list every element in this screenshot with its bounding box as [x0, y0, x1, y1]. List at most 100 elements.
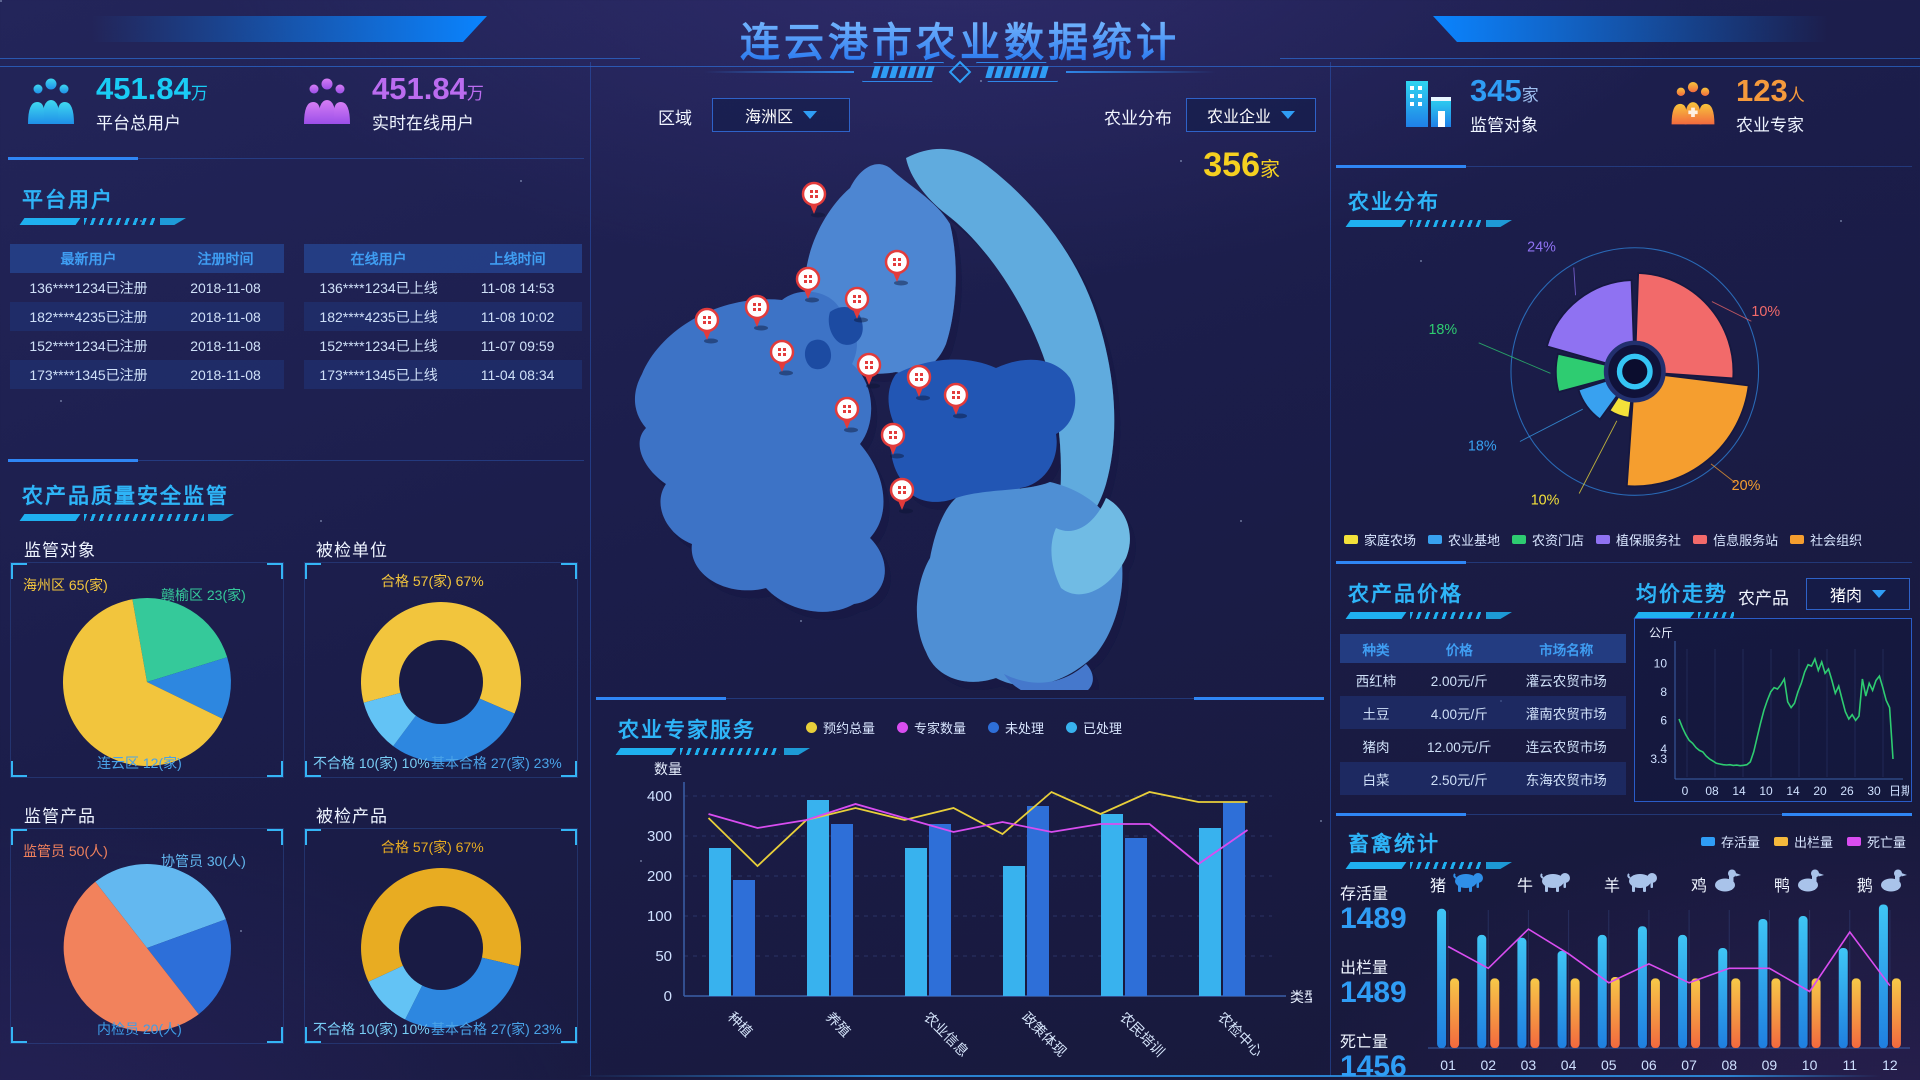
- legend-item[interactable]: 农资门店: [1512, 530, 1584, 549]
- legend-marker-icon: [1428, 535, 1443, 544]
- section-title-distribution: 农业分布: [1348, 191, 1440, 214]
- legend-item[interactable]: 死亡量: [1846, 832, 1906, 851]
- region-label: 区域: [658, 109, 692, 128]
- svg-text:12: 12: [1882, 1057, 1898, 1073]
- distribution-legend: 家庭农场 农业基地 农资门店 植保服务社 信息服务站 社会组织: [1344, 530, 1862, 549]
- trend-product-select[interactable]: 猪肉: [1806, 578, 1910, 610]
- pie-slice-label: 协管员 30(人): [161, 853, 246, 869]
- map-pin[interactable]: [856, 352, 882, 389]
- map-pin[interactable]: [744, 294, 770, 331]
- table-cell: 白菜: [1362, 772, 1390, 788]
- pie-chart: [361, 868, 522, 1029]
- chevron-down-icon: [803, 111, 817, 119]
- table-cell: 2018-11-08: [190, 308, 261, 325]
- animal-item-鸡[interactable]: 鸡: [1691, 868, 1742, 899]
- table-row: 136****1234已注册 2018-11-08: [10, 273, 284, 302]
- expert-legend: 预约总量 专家数量 未处理 已处理: [806, 718, 1122, 737]
- livestock-chart: 01 02 03 04 05 06 07 08 09 10 11 12: [1428, 904, 1910, 1073]
- legend-item[interactable]: 已处理: [1066, 718, 1122, 737]
- legend-label: 已处理: [1083, 721, 1123, 736]
- rose-pct-label: 18%: [1468, 438, 1497, 454]
- animal-item-羊[interactable]: 羊: [1604, 868, 1659, 899]
- rose-pct-label: 18%: [1428, 322, 1457, 338]
- table-cell: 在线用户: [350, 250, 407, 267]
- users-group-icon: [298, 76, 356, 131]
- animal-item-牛[interactable]: 牛: [1517, 868, 1572, 899]
- legend-marker-icon: [988, 722, 1000, 733]
- stat-total-users: 451.84万 平台总用户: [22, 71, 208, 134]
- map-pin[interactable]: [769, 339, 795, 376]
- animal-icon: [1451, 869, 1485, 898]
- legend-marker-icon: [806, 722, 817, 733]
- chart-title-inspected-product: 被检产品: [316, 807, 388, 826]
- table-cell: 12.00元/斤: [1426, 739, 1492, 755]
- map-pin[interactable]: [889, 477, 915, 514]
- map-pin[interactable]: [943, 382, 969, 419]
- header-line: [0, 66, 1920, 67]
- table-header-row: 种类 价格 市场名称: [1340, 634, 1626, 663]
- panel-separator: [590, 62, 591, 1076]
- legend-label: 出栏量: [1793, 835, 1833, 850]
- legend-item[interactable]: 农业基地: [1428, 530, 1500, 549]
- building-icon: [1402, 79, 1454, 132]
- svg-text:14: 14: [1786, 784, 1800, 798]
- divider: [596, 697, 1324, 700]
- chart-card-inspected-unit: 合格 57(家) 67% 基本合格 27(家) 23% 不合格 10(家) 10%: [304, 562, 578, 778]
- legend-item[interactable]: 信息服务站: [1693, 530, 1778, 549]
- pie-slice-label: 赣榆区 23(家): [161, 587, 246, 603]
- map-pin[interactable]: [834, 396, 860, 433]
- table-row: 白菜 2.50元/斤 东海农贸市场: [1340, 762, 1626, 795]
- svg-text:30: 30: [1867, 784, 1881, 798]
- map-pin[interactable]: [880, 422, 906, 459]
- table-cell: 上线时间: [489, 250, 546, 267]
- left-panel: 451.84万 平台总用户 451.84万 实时在线用户 平台用户 最新用户 注册…: [8, 62, 584, 1076]
- chart-card-supervise-product: 监管员 50(人) 协管员 30(人) 内检员 20(人): [10, 828, 284, 1044]
- legend-item[interactable]: 植保服务社: [1596, 530, 1681, 549]
- legend-item[interactable]: 存活量: [1700, 832, 1760, 851]
- svg-text:6: 6: [1660, 713, 1667, 727]
- title-decoration: [1345, 612, 1512, 619]
- legend-label: 死亡量: [1866, 835, 1906, 850]
- table-cell: 西红柿: [1355, 673, 1397, 689]
- divider: [8, 459, 584, 462]
- rose-pct-label: 10%: [1751, 304, 1780, 320]
- animal-item-鹅[interactable]: 鹅: [1857, 868, 1908, 899]
- dist-select-value: 农业企业: [1206, 109, 1271, 126]
- dist-select[interactable]: 农业企业: [1186, 98, 1316, 132]
- table-cell: 4.00元/斤: [1430, 706, 1488, 722]
- legend-item[interactable]: 未处理: [988, 718, 1044, 737]
- legend-item[interactable]: 专家数量: [897, 718, 966, 737]
- region-select[interactable]: 海洲区: [712, 98, 850, 132]
- svg-text:01: 01: [1440, 1057, 1456, 1073]
- section-title-expert-service: 农业专家服务: [618, 719, 756, 742]
- animal-icon: [1625, 869, 1659, 898]
- table-cell: 136****1234已上线: [319, 279, 438, 296]
- animal-item-鸭[interactable]: 鸭: [1774, 868, 1825, 899]
- table-cell: 2.50元/斤: [1430, 772, 1488, 788]
- map-pin[interactable]: [906, 364, 932, 401]
- map-pin[interactable]: [884, 249, 910, 286]
- map-pin[interactable]: [844, 286, 870, 323]
- map-pin[interactable]: [694, 307, 720, 344]
- table-row: 西红柿 2.00元/斤 灌云农贸市场: [1340, 663, 1626, 696]
- pie-chart: [62, 598, 231, 767]
- dead-label: 死亡量: [1340, 1034, 1389, 1051]
- map-pin[interactable]: [795, 266, 821, 303]
- rose-pct-label: 24%: [1527, 239, 1556, 255]
- legend-item[interactable]: 家庭农场: [1344, 530, 1416, 549]
- legend-item[interactable]: 出栏量: [1773, 832, 1833, 851]
- map-pin[interactable]: [801, 181, 827, 218]
- svg-text:10: 10: [1759, 784, 1773, 798]
- trend-select-value: 猪肉: [1829, 588, 1862, 605]
- category-label: 养殖: [823, 1009, 854, 1040]
- header-deco-left: [92, 16, 487, 42]
- legend-item[interactable]: 社会组织: [1790, 530, 1862, 549]
- table-cell: 136****1234已注册: [29, 279, 148, 296]
- animal-item-猪[interactable]: 猪: [1430, 868, 1485, 899]
- table-row: 土豆 4.00元/斤 灌南农贸市场: [1340, 696, 1626, 729]
- table-cell: 土豆: [1362, 706, 1390, 722]
- panel-separator: [1330, 62, 1331, 1076]
- divider: [1336, 561, 1912, 564]
- alive-value: 1489: [1340, 902, 1407, 935]
- legend-item[interactable]: 预约总量: [806, 718, 875, 737]
